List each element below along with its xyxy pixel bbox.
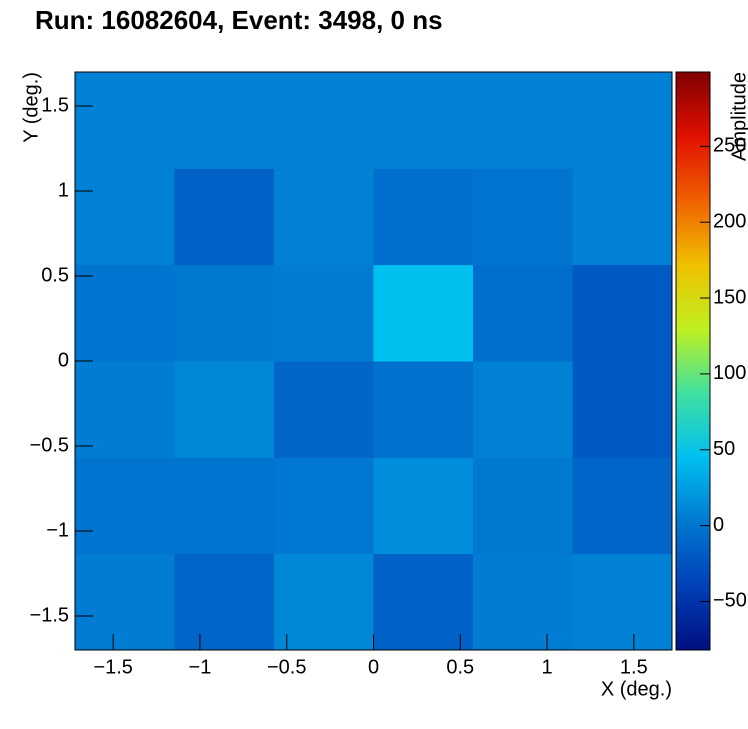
heatmap-cell bbox=[75, 264, 175, 362]
y-tick-label: 0 bbox=[58, 349, 69, 371]
z-tick-label: 100 bbox=[713, 362, 746, 384]
y-tick-label: 0.5 bbox=[41, 264, 69, 286]
heatmap-cell bbox=[572, 264, 673, 362]
x-axis-label: X (deg.) bbox=[601, 678, 672, 700]
x-tick-label: −1.5 bbox=[93, 656, 132, 678]
z-axis-label: Amplitude bbox=[728, 72, 748, 161]
heatmap-cell bbox=[75, 168, 175, 266]
heatmap-cell bbox=[472, 72, 574, 169]
heatmap-cell bbox=[373, 457, 474, 555]
heatmap-cell bbox=[373, 264, 474, 362]
heatmap-cell bbox=[373, 553, 474, 651]
heatmap-cell bbox=[274, 457, 374, 555]
heatmap-cell bbox=[174, 168, 275, 266]
z-tick-label: −50 bbox=[713, 590, 747, 612]
x-tick-label: 0.5 bbox=[446, 656, 474, 678]
heatmap-cell bbox=[174, 553, 275, 651]
heatmap-cell bbox=[373, 72, 474, 169]
y-tick-label: −1.5 bbox=[30, 604, 69, 626]
heatmap-cell bbox=[274, 553, 374, 651]
z-tick-label: 0 bbox=[713, 514, 724, 536]
heatmap-cell bbox=[572, 553, 673, 651]
y-tick-label: 1 bbox=[58, 179, 69, 201]
heatmap-cell bbox=[75, 72, 175, 169]
z-tick-label: 50 bbox=[713, 438, 735, 460]
heatmap-cell bbox=[373, 168, 474, 266]
heatmap-cell bbox=[75, 361, 175, 458]
heatmap-cell bbox=[572, 72, 673, 169]
heatmap-cell bbox=[373, 361, 474, 458]
y-axis-label: Y (deg.) bbox=[20, 72, 42, 143]
chart-title: Run: 16082604, Event: 3498, 0 ns bbox=[35, 5, 443, 35]
x-tick-label: −1 bbox=[189, 656, 212, 678]
heatmap-cell bbox=[174, 72, 275, 169]
color-bar bbox=[675, 71, 711, 651]
z-tick-label: 250 bbox=[713, 135, 746, 157]
z-tick-label: 150 bbox=[713, 286, 746, 308]
heatmap-cell bbox=[174, 361, 275, 458]
heatmap-cell bbox=[572, 457, 673, 555]
heatmap-cell bbox=[274, 361, 374, 458]
heatmap-cell bbox=[472, 168, 574, 266]
heatmap-cell bbox=[174, 264, 275, 362]
heatmap-cell bbox=[472, 361, 574, 458]
y-tick-label: −1 bbox=[46, 519, 69, 541]
heatmap-cell bbox=[274, 168, 374, 266]
heatmap-cell bbox=[75, 553, 175, 651]
heatmap-cell bbox=[274, 72, 374, 169]
heatmap-cell bbox=[472, 264, 574, 362]
heatmap-cell bbox=[472, 553, 574, 651]
heatmap-cell bbox=[572, 168, 673, 266]
heatmap-cell bbox=[174, 457, 275, 555]
x-tick-label: −0.5 bbox=[267, 656, 306, 678]
heatmap-cell bbox=[75, 457, 175, 555]
heatmap-cell bbox=[274, 264, 374, 362]
x-tick-label: 0 bbox=[368, 656, 379, 678]
y-tick-label: 1.5 bbox=[41, 94, 69, 116]
z-tick-label: 200 bbox=[713, 210, 746, 232]
x-tick-label: 1 bbox=[541, 656, 552, 678]
x-tick-label: 1.5 bbox=[620, 656, 648, 678]
heatmap-cell bbox=[472, 457, 574, 555]
heatmap-cell bbox=[572, 361, 673, 458]
y-tick-label: −0.5 bbox=[30, 434, 69, 456]
